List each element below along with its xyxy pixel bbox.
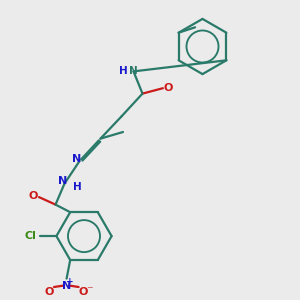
Text: +: +	[66, 278, 74, 286]
Text: N: N	[58, 176, 68, 186]
Text: Cl: Cl	[24, 231, 36, 241]
Text: O: O	[29, 191, 38, 201]
Text: ⁻: ⁻	[86, 284, 93, 297]
Text: N: N	[129, 65, 138, 76]
Text: O: O	[164, 83, 173, 93]
Text: H: H	[118, 65, 127, 76]
Text: O: O	[78, 286, 88, 296]
Text: N: N	[62, 280, 71, 290]
Text: H: H	[73, 182, 82, 192]
Text: O: O	[45, 286, 54, 296]
Text: N: N	[73, 154, 82, 164]
